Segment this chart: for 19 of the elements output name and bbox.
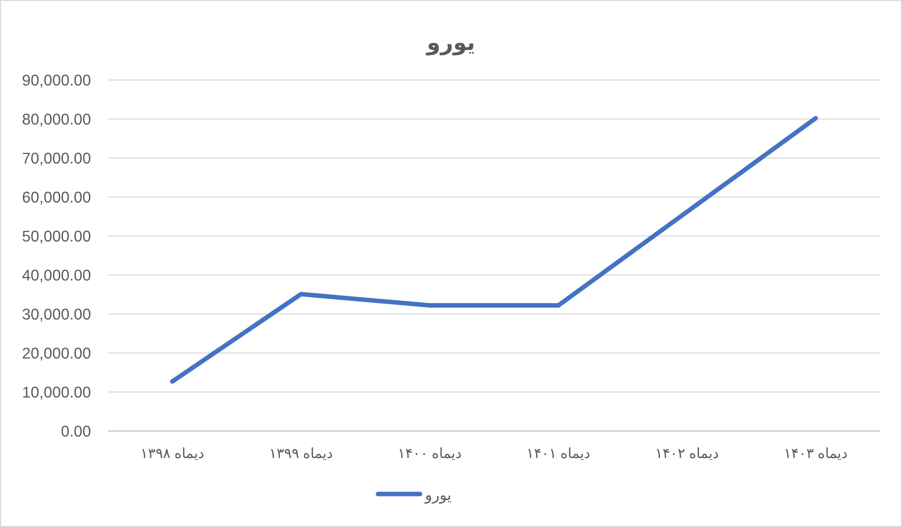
y-tick-label: 0.00 <box>60 424 92 440</box>
x-tick-label: دیماه ۱۴۰۱ <box>526 445 590 461</box>
x-tick-label: دیماه ۱۴۰۳ <box>784 445 848 461</box>
chart-title: یورو <box>426 30 476 56</box>
legend: یورو <box>376 487 452 504</box>
y-tick-label: 90,000.00 <box>22 72 92 90</box>
x-tick-label: دیماه ۱۳۹۸ <box>140 445 204 461</box>
y-tick-label: 80,000.00 <box>22 112 92 128</box>
x-tick-label: دیماه ۱۳۹۹ <box>269 445 333 461</box>
x-tick-label: دیماه ۱۴۰۲ <box>655 445 719 461</box>
y-tick-label: 10,000.00 <box>22 384 92 402</box>
x-tick-label: دیماه ۱۴۰۰ <box>398 445 462 461</box>
y-tick-label: 60,000.00 <box>22 190 92 206</box>
y-tick-label: 20,000.00 <box>22 346 92 362</box>
legend-label: یورو <box>424 487 452 504</box>
y-tick-label: 40,000.00 <box>22 268 92 284</box>
y-tick-label: 70,000.00 <box>22 150 92 168</box>
y-tick-label: 30,000.00 <box>22 306 92 324</box>
y-tick-label: 50,000.00 <box>22 228 92 246</box>
